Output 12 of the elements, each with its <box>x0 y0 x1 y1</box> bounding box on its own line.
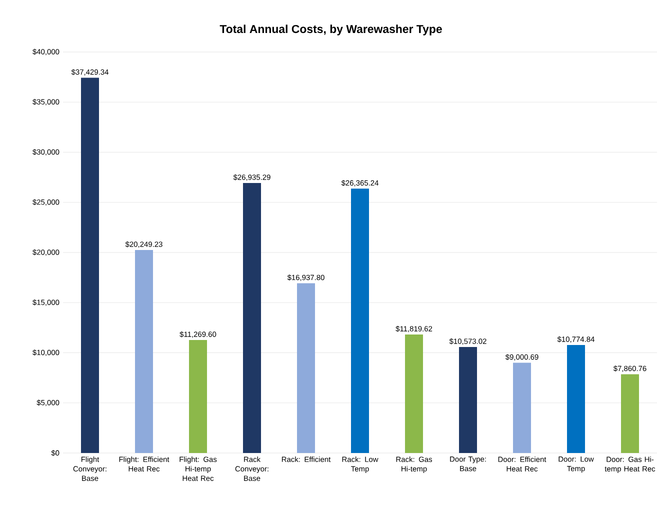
chart-title: Total Annual Costs, by Warewasher Type <box>220 24 442 36</box>
bar <box>189 340 208 453</box>
bar <box>243 182 262 453</box>
bar <box>297 283 316 453</box>
bar <box>459 347 478 453</box>
bar <box>81 78 99 453</box>
bar <box>567 344 586 453</box>
bar <box>513 362 532 453</box>
bar <box>351 188 370 453</box>
bar <box>621 374 640 453</box>
bar <box>405 334 424 453</box>
bar <box>135 250 154 453</box>
